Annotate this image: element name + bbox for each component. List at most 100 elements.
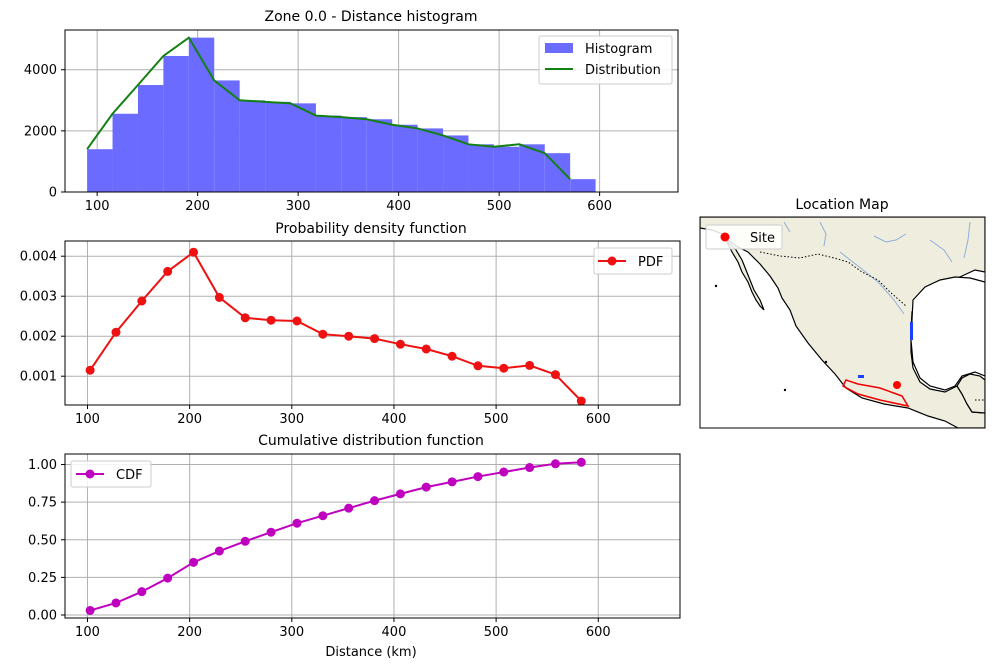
map-river [873,233,907,243]
legend-cdf-marker [85,469,95,479]
cdf-point [292,518,302,528]
map-island [714,284,718,288]
y-tick-label: 0.002 [20,330,57,345]
x-tick-label: 200 [185,199,210,214]
map-island [783,388,787,392]
histogram-bar [112,113,138,192]
cdf-point [137,587,147,597]
pdf-point [137,296,147,306]
pdf-point [163,266,173,276]
pdf-point [447,351,457,361]
pdf-grid [65,241,680,405]
y-tick-label: 2000 [24,124,57,139]
cdf-point [370,496,380,506]
pdf-point [395,339,405,349]
histogram-bar [417,128,444,192]
map-title: Location Map [795,197,888,213]
cdf-point [85,605,95,615]
pdf-point [85,365,95,375]
histogram-bar [570,179,596,192]
map-content [700,217,985,428]
cdf-ticks: 100 200 300 400 500 600 0.00 0.25 0.50 0.75 1.00 [28,458,611,640]
histogram-bar [341,117,367,192]
y-tick-label: 0.25 [28,571,57,586]
cdf-legend: CDF [70,460,152,488]
x-tick-label: 500 [484,625,509,640]
cdf-point [421,482,431,492]
legend-histogram-swatch [545,43,573,53]
map-river [783,221,791,233]
pdf-point [370,334,380,344]
cdf-point [111,598,121,608]
cdf-point [473,472,483,482]
pdf-point [240,313,250,323]
y-tick-label: 0.75 [28,496,57,511]
x-tick-label: 200 [177,625,202,640]
histogram-bar [188,37,215,192]
pdf-point [421,344,431,354]
histogram-bar [544,153,571,192]
distribution-line [86,36,571,180]
cdf-point [525,463,535,473]
map-gulf-of-mexico [910,276,985,391]
pdf-line [89,250,583,402]
y-tick-label: 1.00 [28,458,57,473]
cdf-point [189,557,199,567]
x-tick-label: 100 [85,199,110,214]
cdf-panel: Cumulative distribution function 100 200 3… [28,433,681,660]
pdf-title: Probability density function [275,221,466,237]
map-river [819,221,827,247]
pdf-point [214,292,224,302]
y-tick-label: 0.00 [28,608,57,623]
x-tick-label: 300 [279,625,304,640]
cdf-point [266,527,276,537]
cdf-point [447,477,457,487]
y-tick-label: 0.004 [20,250,57,265]
x-tick-label: 300 [279,412,304,427]
pdf-ticks: 100 200 300 400 500 600 0.001 0.002 0.003 0.004 [20,250,611,427]
legend-site-label: Site [750,231,775,246]
histogram-legend: Histogram Distribution [538,35,673,85]
pdf-point [292,316,302,326]
cdf-point [576,457,586,467]
map-island [824,360,828,364]
histogram-bars [87,37,596,192]
cdf-x-axis-label: Distance (km) [325,645,416,660]
x-tick-label: 600 [586,625,611,640]
pdf-legend: PDF [593,247,673,275]
histogram-bar [315,115,342,192]
histogram-bar [493,146,520,192]
map-frame [699,216,986,429]
cdf-point [344,503,354,513]
x-tick-label: 500 [484,412,509,427]
cdf-point [214,546,224,556]
histogram-bar [214,80,240,192]
map-legend: Site [705,224,783,250]
cdf-axes-frame [64,453,681,619]
x-tick-label: 600 [587,199,612,214]
y-tick-label: 0.50 [28,533,57,548]
cdf-line [89,461,582,612]
map-site-marker [893,381,901,389]
histogram-distribution-line [86,36,571,180]
map-border [759,251,907,307]
x-tick-label: 500 [487,199,512,214]
legend-pdf-label: PDF [638,255,663,270]
map-river [929,239,953,263]
legend-cdf-label: CDF [116,468,143,483]
x-tick-label: 400 [386,199,411,214]
cdf-point [163,573,173,583]
pdf-point [576,396,586,406]
cdf-point [550,459,560,469]
histogram-bar [163,55,189,192]
legend-site-marker [720,232,730,242]
map-lake [910,322,913,340]
map-baja-california [725,239,765,311]
histogram-bar [290,103,316,192]
y-tick-label: 0.003 [20,290,57,305]
cdf-legend-box [70,460,152,488]
pdf-point [189,247,199,257]
cdf-point [499,467,509,477]
histogram-bar [137,85,164,192]
x-tick-label: 100 [75,412,100,427]
